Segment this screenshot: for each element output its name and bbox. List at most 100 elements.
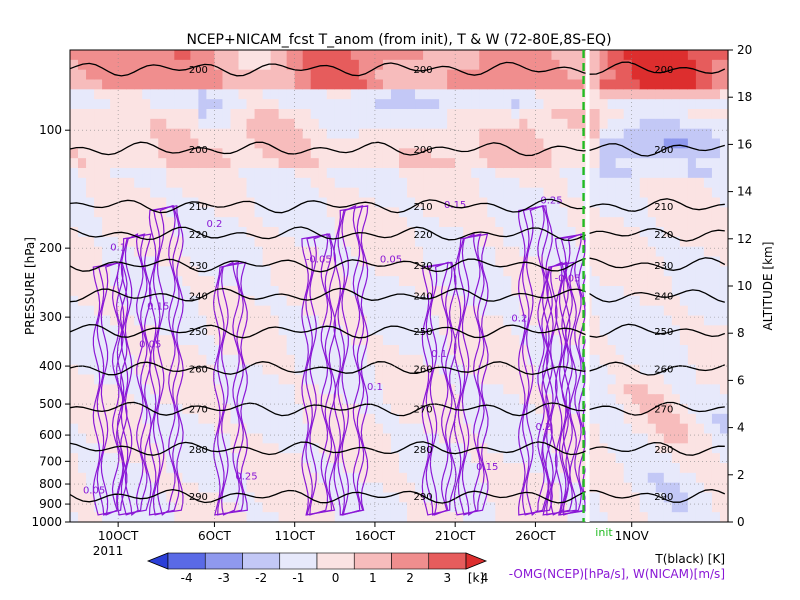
heatmap-cell <box>687 99 697 110</box>
heatmap-cell <box>455 79 464 90</box>
heatmap-cell <box>487 404 496 415</box>
heatmap-cell <box>86 482 95 494</box>
heatmap-cell <box>390 227 400 238</box>
heatmap-cell <box>310 197 320 208</box>
heatmap-cell <box>214 404 224 415</box>
heatmap-cell <box>455 118 464 130</box>
heatmap-cell <box>230 325 240 336</box>
heatmap-cell <box>390 482 400 494</box>
heatmap-cell <box>366 246 376 258</box>
heatmap-cell <box>190 207 199 218</box>
heatmap-cell <box>567 227 577 238</box>
heatmap-cell <box>94 345 103 356</box>
heatmap-cell <box>607 128 617 140</box>
heatmap-cell <box>479 148 488 159</box>
heatmap-cell <box>206 345 216 356</box>
heatmap-cell <box>302 236 312 248</box>
heatmap-cell <box>575 227 585 238</box>
heatmap-cell <box>447 207 456 218</box>
heatmap-cell <box>86 315 95 326</box>
heatmap-cell <box>639 335 649 346</box>
heatmap-cell <box>655 512 665 523</box>
heatmap-cell <box>358 394 368 405</box>
heatmap-cell <box>639 404 649 415</box>
heatmap-cell <box>358 512 368 523</box>
heatmap-cell <box>182 217 191 228</box>
y-axis-label-left: PRESSURE [hPa] <box>23 237 37 335</box>
heatmap-cell <box>126 354 135 366</box>
heatmap-cell <box>86 384 95 395</box>
heatmap-cell <box>342 512 352 523</box>
heatmap-cell <box>294 128 304 140</box>
heatmap-cell <box>615 207 625 218</box>
heatmap-cell <box>166 266 175 277</box>
heatmap-cell <box>142 433 151 444</box>
heatmap-cell <box>78 276 87 287</box>
heatmap-cell <box>399 138 408 149</box>
velocity-contour-line <box>421 261 457 516</box>
heatmap-cell <box>78 305 87 317</box>
heatmap-cell <box>711 305 721 317</box>
heatmap-cell <box>190 138 199 149</box>
heatmap-cell <box>535 463 545 474</box>
heatmap-cell <box>230 109 240 120</box>
heatmap-cell <box>431 374 440 385</box>
heatmap-cell <box>591 276 601 287</box>
heatmap-cell <box>230 207 240 218</box>
heatmap-cell <box>246 433 256 444</box>
heatmap-cell <box>487 158 496 169</box>
heatmap-cell <box>158 177 167 189</box>
heatmap-cell <box>142 207 151 218</box>
heatmap-cell <box>70 472 79 484</box>
heatmap-cell <box>399 433 408 444</box>
heatmap-cell <box>382 443 392 454</box>
heatmap-cell <box>126 168 135 179</box>
heatmap-cell <box>679 463 689 474</box>
heatmap-cell <box>166 128 175 140</box>
heatmap-cell <box>543 197 553 208</box>
heatmap-cell <box>543 325 553 336</box>
heatmap-cell <box>575 325 585 336</box>
heatmap-cell <box>270 266 280 277</box>
heatmap-cell <box>342 443 352 454</box>
heatmap-cell <box>150 512 159 523</box>
heatmap-cell <box>423 266 432 277</box>
heatmap-cell <box>254 374 264 385</box>
heatmap-cell <box>495 99 504 110</box>
heatmap-cell <box>399 266 408 277</box>
heatmap-cell <box>294 158 304 169</box>
heatmap-cell <box>166 354 175 366</box>
heatmap-cell <box>415 345 424 356</box>
heatmap-cell <box>527 256 537 267</box>
heatmap-cell <box>399 177 408 189</box>
heatmap-cell <box>575 187 585 199</box>
heatmap-cell <box>647 374 657 385</box>
heatmap-cell <box>639 315 649 326</box>
heatmap-cell <box>286 423 296 435</box>
heatmap-cell <box>254 266 264 277</box>
heatmap-cell <box>535 217 545 228</box>
heatmap-cell <box>158 266 167 277</box>
heatmap-cell <box>591 384 601 395</box>
heatmap-cell <box>190 413 199 425</box>
heatmap-cell <box>390 99 400 110</box>
heatmap-cell <box>415 109 424 120</box>
heatmap-cell <box>70 256 79 267</box>
heatmap-cell <box>519 305 528 317</box>
heatmap-cell <box>286 335 296 346</box>
heatmap-cell <box>390 246 400 258</box>
heatmap-cell <box>719 482 729 494</box>
heatmap-cell <box>455 138 464 149</box>
heatmap-cell <box>407 236 416 248</box>
heatmap-cell <box>230 246 240 258</box>
heatmap-cell <box>326 177 336 189</box>
heatmap-cell <box>703 168 713 179</box>
heatmap-cell <box>166 109 175 120</box>
heatmap-cell <box>599 472 609 484</box>
heatmap-cell <box>511 472 520 484</box>
heatmap-cell <box>158 443 167 454</box>
heatmap-cell <box>102 463 111 474</box>
heatmap-cell <box>615 256 625 267</box>
heatmap-cell <box>206 492 216 503</box>
heatmap-cell <box>591 109 601 120</box>
